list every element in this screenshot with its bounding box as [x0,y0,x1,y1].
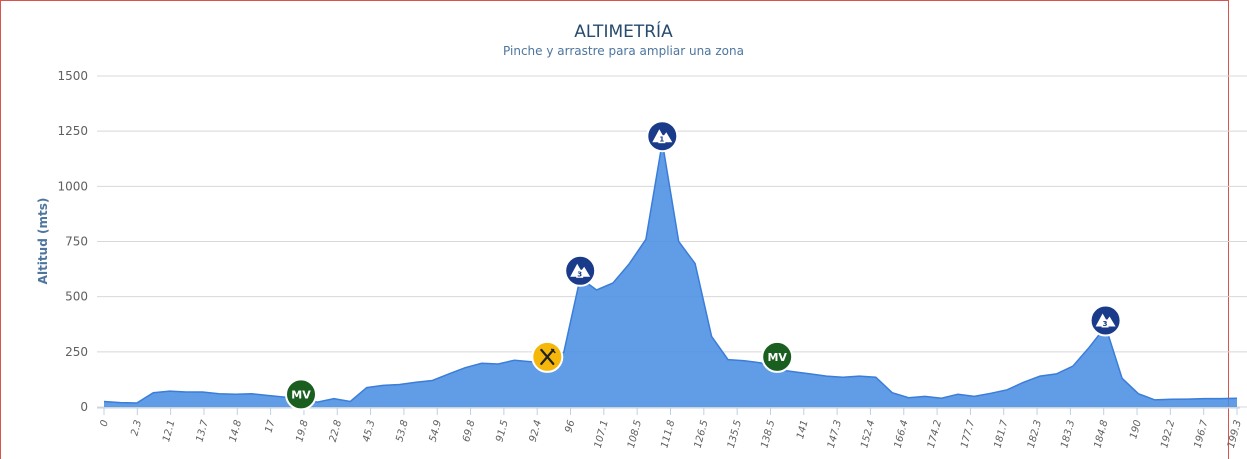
marker-label: MV [767,351,787,364]
x-tick-label: 174.2 [926,419,944,450]
y-axis-ticks: 0 250 500 750 1000 1250 1500 [57,69,88,414]
x-tick-label: 182.3 [1026,419,1044,450]
marker-badge [285,378,317,411]
x-tick-label: 92.4 [528,419,544,443]
x-tick-label: 107.1 [593,419,611,450]
x-tick-label: 54.9 [428,419,444,443]
category-plate [658,135,666,144]
x-tick-label: 13.7 [195,418,212,443]
feed-zone-marker [531,340,564,373]
category-label: 3 [577,270,582,278]
mountain-icon [652,129,673,144]
x-tick-label: 96 [563,419,577,434]
fork-stroke [540,348,555,365]
x-tick-label: 14.8 [228,419,244,443]
mountain-pass-marker: 3 [564,254,597,287]
marker-label: MV [291,388,311,401]
x-tick-label: 53.8 [394,419,410,443]
x-tick-label: 141 [795,419,811,440]
x-tick-label: 111.8 [659,419,677,450]
y-tick-label: 500 [65,290,88,304]
y-axis-label: Altitud (mts) [36,198,50,285]
chart-title: ALTIMETRÍA [574,22,673,42]
x-tick-label: 2.3 [129,419,144,437]
x-tick-label: 91.5 [494,419,510,443]
x-tick-label: 152.4 [859,419,877,450]
x-tick-label: 184.8 [1093,419,1111,450]
x-tick-label: 19.8 [294,419,310,443]
category-plate [576,269,584,278]
x-tick-label: 69.8 [461,419,477,443]
y-tick-label: 250 [65,345,88,359]
y-tick-label: 1250 [57,124,88,138]
x-tick-label: 181.7 [993,418,1011,449]
sprint-marker: MV [285,378,317,411]
x-tick-label: 199.3 [1226,419,1244,450]
x-tick-label: 17 [264,418,278,434]
y-tick-label: 0 [80,400,88,414]
y-tick-label: 750 [65,235,88,249]
mountain-icon [570,263,591,278]
x-tick-label: 177.7 [959,418,977,449]
y-tick-label: 1500 [57,69,88,83]
marker-badge [761,340,794,373]
chart-subtitle: Pinche y arrastre para ampliar una zona [503,44,744,58]
x-tick-label: 196.7 [1193,418,1211,449]
x-tick-label: 190 [1128,419,1144,440]
x-tick-label: 0 [99,419,111,428]
fork-tines [550,348,556,354]
x-tick-label: 183.3 [1059,419,1077,450]
markers: MV 3 1 MV 3 [285,120,1122,411]
x-tick-label: 135.5 [726,419,744,450]
sprint-marker: MV [761,340,794,373]
mountain-pass-marker: 1 [646,120,679,153]
mountain-icon [1095,313,1116,328]
x-tick-label: 192.2 [1159,419,1177,450]
x-tick-label: 166.4 [893,419,911,450]
x-tick-label: 138.5 [759,419,777,450]
mountain-pass-marker: 3 [1089,304,1122,337]
x-tick-label: 22.8 [328,419,344,443]
altitude-area [103,142,1238,407]
x-tick-label: 147.3 [826,419,844,450]
category-plate [1101,319,1109,328]
x-axis: 0 2.3 12.1 13.7 14.8 17 19.8 22.8 45.3 53.8 54.9 69… [97,407,1244,450]
fork-knife-icon [540,348,556,365]
x-tick-label: 108.5 [626,419,644,450]
category-label: 1 [659,136,664,144]
category-label: 3 [1103,320,1108,328]
altitude-fill [104,142,1237,407]
x-tick-label: 126.5 [693,419,711,450]
y-tick-label: 1000 [57,179,88,193]
x-tick-label: 45.3 [361,419,377,443]
x-tick-label: 12.1 [161,419,177,443]
